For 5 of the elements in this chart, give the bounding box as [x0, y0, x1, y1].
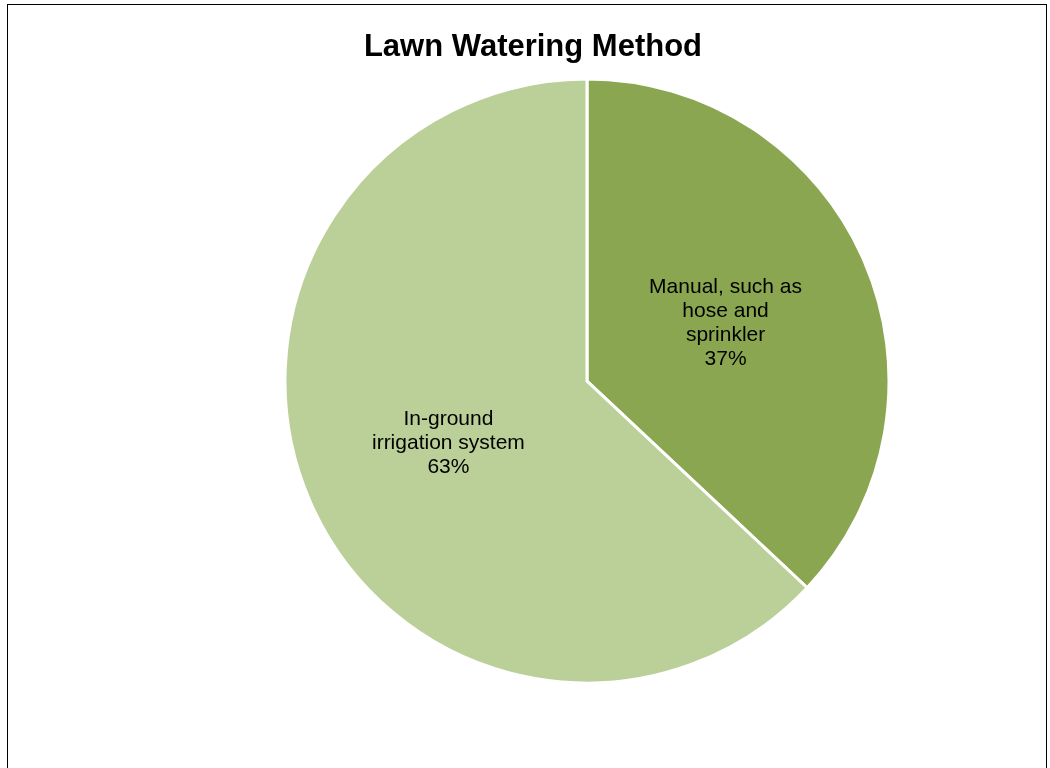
slice-label: Manual, such as hose and sprinkler	[649, 273, 803, 345]
chart-title: Lawn Watering Method	[362, 28, 704, 64]
data-label: 37%	[704, 345, 747, 369]
slice-label: In-ground irrigation system	[371, 405, 525, 453]
data-label: 63%	[427, 453, 470, 477]
